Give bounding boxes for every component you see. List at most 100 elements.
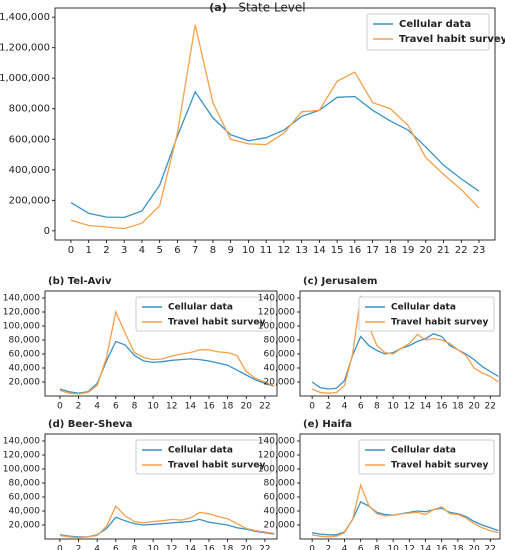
x-tick-label: 8 (210, 245, 216, 256)
legend-label: Travel habit survey (399, 34, 505, 45)
plot-frame (44, 433, 278, 540)
x-tick-label: 0 (309, 545, 315, 550)
y-tick-label: 80,000 (264, 336, 296, 346)
x-tick-label: 8 (132, 545, 138, 550)
x-tick-label: 23 (473, 245, 486, 256)
x-tick-label: 21 (437, 245, 450, 256)
y-tick-label: 1,400,000 (0, 12, 50, 23)
y-tick-label: 80,000 (264, 479, 296, 489)
x-tick-label: 6 (174, 245, 180, 256)
x-tick-label: 14 (185, 545, 197, 550)
y-tick-label: 120,000 (3, 308, 40, 318)
series-line (70, 90, 480, 219)
x-tick-label: 6 (358, 402, 364, 412)
y-tick-label: 200,000 (9, 195, 50, 206)
x-tick-label: 18 (384, 245, 397, 256)
x-tick-label: 0 (309, 402, 315, 412)
series-line (311, 295, 499, 394)
y-tick-label: 40,000 (9, 507, 41, 517)
plot-frame (299, 290, 501, 397)
y-tick-label: 120,000 (258, 308, 295, 318)
chart-subtitle: State Level (238, 1, 305, 15)
x-tick-label: 8 (374, 545, 380, 550)
legend-label: Travel habit survey (168, 318, 265, 328)
y-tick-label: 120,000 (3, 451, 40, 461)
x-tick-label: 12 (166, 402, 177, 412)
legend-box (366, 13, 490, 51)
y-tick-label: 40,000 (9, 364, 41, 374)
x-tick-label: 2 (325, 402, 331, 412)
chart-title: (e) Haifa (303, 419, 352, 430)
legend-label: Cellular data (168, 303, 233, 313)
series-line (59, 309, 275, 395)
chart-title: (d) Beer-Sheva (48, 419, 132, 430)
y-tick-label: 120,000 (258, 451, 295, 461)
x-tick-label: 20 (241, 402, 253, 412)
x-tick-label: 10 (387, 545, 399, 550)
x-tick-label: 12 (404, 545, 415, 550)
x-tick-label: 17 (366, 245, 379, 256)
chart-title: (c) Jerusalem (303, 276, 377, 287)
x-tick-label: 3 (121, 245, 127, 256)
x-tick-label: 20 (468, 402, 480, 412)
x-tick-label: 10 (147, 545, 159, 550)
x-tick-label: 14 (313, 245, 326, 256)
x-tick-label: 20 (241, 545, 253, 550)
x-tick-label: 22 (259, 402, 270, 412)
x-tick-label: 1 (86, 245, 92, 256)
y-tick-label: 60,000 (264, 493, 296, 503)
x-tick-label: 10 (242, 245, 255, 256)
y-tick-label: 140,000 (258, 437, 295, 447)
legend-box (135, 439, 272, 475)
x-tick-label: 18 (452, 402, 464, 412)
legend-box (358, 439, 495, 475)
y-tick-label: 80,000 (9, 336, 41, 346)
x-tick-label: 22 (259, 545, 270, 550)
chart-title: (b) Tel-Aviv (48, 276, 112, 287)
x-tick-label: 10 (387, 402, 399, 412)
y-tick-label: 40,000 (264, 507, 296, 517)
y-tick-label: 60,000 (9, 350, 41, 360)
x-tick-label: 16 (436, 545, 448, 550)
legend-label: Cellular data (391, 446, 456, 456)
legend-label: Cellular data (399, 19, 471, 30)
x-tick-label: 2 (76, 402, 82, 412)
y-tick-label: 20,000 (264, 521, 296, 531)
legend-label: Travel habit survey (391, 461, 488, 471)
x-tick-label: 0 (68, 245, 74, 256)
x-tick-label: 18 (452, 545, 464, 550)
x-tick-label: 0 (57, 402, 63, 412)
x-tick-label: 16 (203, 545, 215, 550)
y-tick-label: 1,200,000 (0, 43, 50, 54)
legend-label: Travel habit survey (168, 461, 265, 471)
y-tick-label: 60,000 (9, 493, 41, 503)
x-tick-label: 0 (57, 545, 63, 550)
y-tick-label: 100,000 (258, 465, 295, 475)
y-tick-label: 800,000 (9, 104, 50, 115)
plot-frame (44, 290, 278, 397)
y-tick-label: 140,000 (3, 437, 40, 447)
x-tick-label: 16 (348, 245, 361, 256)
x-tick-label: 4 (139, 245, 145, 256)
x-tick-label: 8 (374, 402, 380, 412)
y-tick-label: 80,000 (9, 479, 41, 489)
legend-box (358, 296, 495, 332)
x-tick-label: 4 (94, 545, 100, 550)
x-tick-label: 4 (342, 402, 348, 412)
x-tick-label: 9 (227, 245, 233, 256)
plot-frame (54, 7, 496, 241)
x-tick-label: 14 (185, 402, 197, 412)
y-tick-label: 100,000 (3, 322, 40, 332)
y-tick-label: 140,000 (258, 294, 295, 304)
y-tick-label: 40,000 (264, 364, 296, 374)
x-tick-label: 16 (203, 402, 215, 412)
x-tick-label: 18 (222, 402, 234, 412)
legend-label: Cellular data (168, 446, 233, 456)
legend-label: Cellular data (391, 303, 456, 313)
series-line (311, 332, 499, 390)
x-tick-label: 4 (342, 545, 348, 550)
x-tick-label: 18 (222, 545, 234, 550)
x-tick-label: 2 (76, 545, 82, 550)
x-tick-label: 6 (358, 545, 364, 550)
